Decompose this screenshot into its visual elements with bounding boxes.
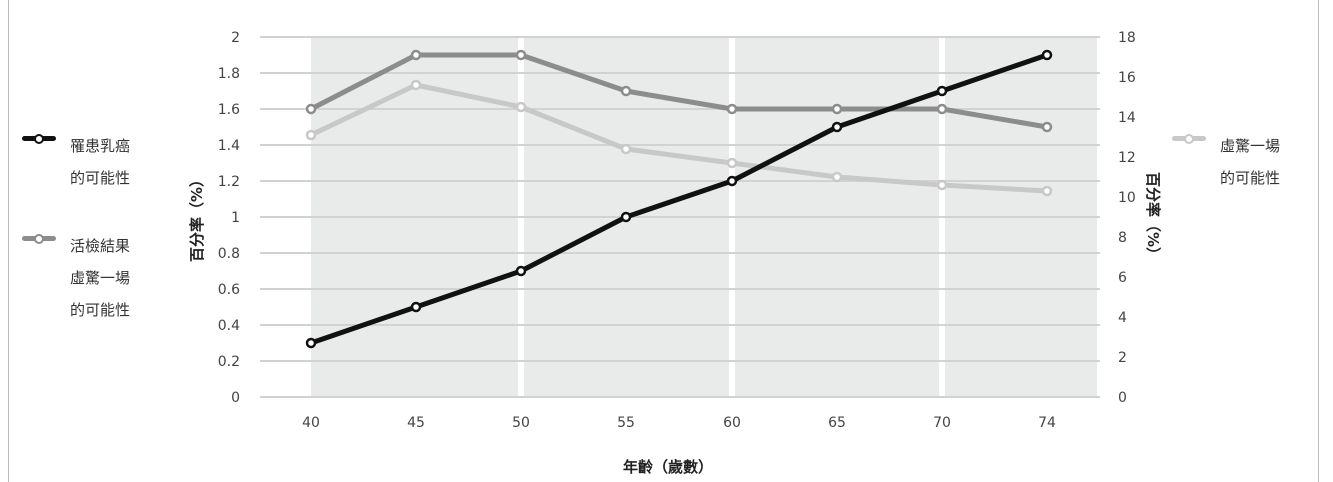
data-point [620,211,632,223]
right-y-tick-label: 6 [1118,270,1127,286]
x-tick-label: 74 [1038,415,1056,431]
right-y-tick-label: 0 [1118,390,1127,406]
data-point [1041,49,1053,61]
legend-item-breast-cancer: 罹患乳癌 的可能性 [22,130,130,194]
series-1 [305,49,1053,133]
data-point [831,103,843,115]
x-tick-label: 40 [302,415,320,431]
data-point [726,157,738,169]
series-0 [305,49,1053,349]
x-tick-label: 70 [933,415,951,431]
left-y-tick-label: 2 [231,30,240,46]
data-point [515,265,527,277]
data-point [620,85,632,97]
right-y-axis: 0 2 4 6 8 10 12 14 16 18 [1118,30,1136,406]
data-point [305,103,317,115]
left-y-tick-label: 0.6 [218,282,240,298]
data-point [305,337,317,349]
x-tick-label: 65 [828,415,846,431]
data-point [515,49,527,61]
legend-label-biopsy-false-alarm: 活檢結果 虛驚一場 的可能性 [70,237,131,319]
left-y-tick-label: 1 [231,210,240,226]
series-line [308,52,1050,130]
left-y-tick-label: 0.8 [218,246,240,262]
left-y-tick-label: 1.2 [218,174,240,190]
data-point [410,49,422,61]
right-y-tick-label: 8 [1118,230,1127,246]
left-y-tick-label: 1.4 [218,138,240,154]
left-y-tick-label: 0.4 [218,318,240,334]
left-y-tick-label: 1.6 [218,102,240,118]
legend-swatch-light-gray [1172,130,1206,150]
x-tick-label: 45 [407,415,425,431]
legend-label-breast-cancer: 罹患乳癌 的可能性 [70,137,131,187]
data-point [620,143,632,155]
x-tick-label: 60 [723,415,741,431]
right-y-tick-label: 16 [1118,70,1136,86]
legend-item-biopsy-false-alarm: 活檢結果 虛驚一場 的可能性 [22,230,130,326]
x-axis: 40 45 50 55 60 65 70 74 [302,415,1056,431]
right-y-axis-label: 百分率（%） [1144,172,1162,262]
data-point [1041,185,1053,197]
right-y-tick-label: 12 [1118,150,1136,166]
x-tick-label: 50 [512,415,530,431]
right-y-tick-label: 2 [1118,350,1127,366]
data-point [831,171,843,183]
left-y-tick-label: 0.2 [218,354,240,370]
series-lines [305,49,1053,349]
series-line [308,52,1050,346]
left-y-tick-label: 1.8 [218,66,240,82]
data-point [936,179,948,191]
data-point [726,103,738,115]
series-2 [305,79,1053,197]
right-frame-line [1318,0,1319,482]
data-point [305,129,317,141]
data-point [936,85,948,97]
data-point [515,101,527,113]
data-point [1041,121,1053,133]
data-point [410,79,422,91]
grid-lines [260,36,1100,398]
right-y-tick-label: 4 [1118,310,1127,326]
data-point [726,175,738,187]
left-y-axis: 0 0.2 0.4 0.6 0.8 1 1.2 1.4 1.6 1.8 2 [218,30,240,406]
left-y-tick-label: 0 [231,390,240,406]
right-y-tick-label: 10 [1118,190,1136,206]
x-axis-label: 年齡（歲數） [623,458,713,476]
left-frame-line [8,0,9,482]
data-point [410,301,422,313]
legend-label-false-alarm: 虛驚一場 的可能性 [1220,137,1281,187]
legend-item-false-alarm: 虛驚一場 的可能性 [1172,130,1280,194]
data-point [936,103,948,115]
series-line [308,82,1050,194]
left-y-axis-label: 百分率（%） [188,172,206,262]
legend-swatch-black [22,130,56,150]
data-point [831,121,843,133]
right-y-tick-label: 18 [1118,30,1136,46]
right-y-tick-label: 14 [1118,110,1136,126]
legend-swatch-dark-gray [22,230,56,250]
x-tick-label: 55 [617,415,635,431]
